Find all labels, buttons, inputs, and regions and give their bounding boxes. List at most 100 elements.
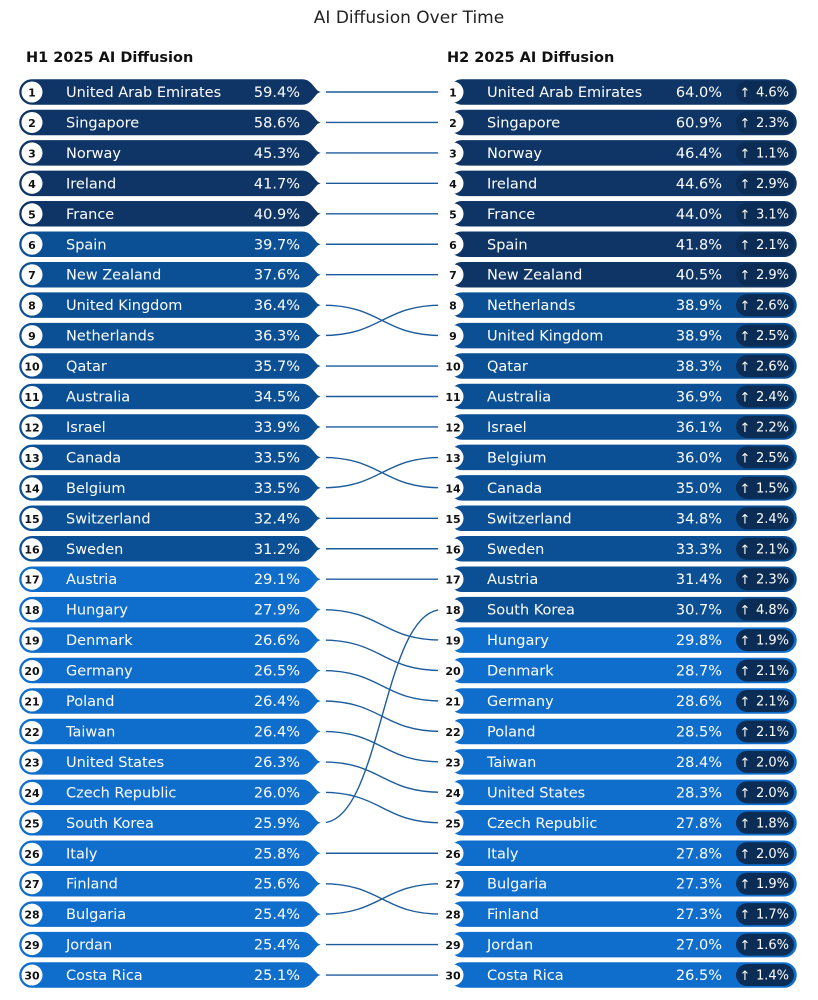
value-label: 25.1%: [254, 968, 300, 984]
rank-circle: [442, 446, 464, 468]
change-value: 2.1%: [756, 725, 789, 740]
change-value: 2.4%: [756, 512, 789, 527]
country-name: Qatar: [487, 359, 528, 375]
right-row: 19 Hungary 29.8% ↑ 1.9%: [437, 625, 799, 655]
right-row: 26 Italy 27.8% ↑ 2.0%: [437, 839, 799, 868]
change-badge: [736, 476, 794, 499]
value-label: 38.9%: [676, 298, 722, 314]
rank-number: 3: [449, 147, 457, 160]
arrow-up-icon: ↑: [740, 725, 751, 740]
left-row: 9 Netherlands 36.3%: [17, 321, 327, 350]
value-label: 26.6%: [254, 633, 300, 649]
country-name: Bulgaria: [487, 877, 547, 893]
country-name: Netherlands: [66, 329, 154, 345]
rank-number: 9: [449, 330, 457, 343]
left-row: 18 Hungary 27.9%: [17, 595, 327, 624]
value-label: 58.6%: [254, 115, 300, 131]
rank-number: 26: [445, 848, 461, 861]
country-name: Finland: [66, 877, 118, 893]
value-label: 27.8%: [676, 816, 722, 832]
rank-number: 21: [445, 696, 460, 709]
right-row: 17 Austria 31.4% ↑ 2.3%: [437, 564, 799, 594]
country-name: Australia: [66, 390, 130, 406]
right-row: 7 New Zealand 40.5% ↑ 2.9%: [437, 260, 799, 289]
arrow-up-icon: ↑: [740, 86, 751, 101]
value-label: 29.1%: [254, 572, 300, 588]
arrow-up-icon: ↑: [740, 512, 751, 527]
left-row: 20 Germany 26.5%: [17, 656, 327, 685]
rank-number: 4: [449, 178, 457, 191]
rank-circle: [21, 690, 43, 712]
left-column-title: H1 2025 AI Diffusion: [26, 50, 194, 66]
change-badge: [736, 842, 794, 865]
change-value: 1.7%: [756, 908, 789, 923]
arrow-up-icon: ↑: [740, 969, 751, 984]
rank-circle: [21, 781, 43, 803]
change-value: 1.9%: [756, 877, 789, 892]
right-row: 4 Ireland 44.6% ↑ 2.9%: [437, 169, 799, 198]
change-value: 1.4%: [756, 969, 789, 984]
right-row: 8 Netherlands 38.9% ↑ 2.6%: [437, 290, 799, 320]
country-name: Denmark: [487, 664, 554, 680]
value-label: 32.4%: [254, 511, 300, 527]
value-label: 25.4%: [254, 907, 300, 923]
rank-circle: [21, 416, 43, 438]
country-name: Switzerland: [66, 511, 151, 527]
right-row: 12 Israel 36.1% ↑ 2.2%: [437, 412, 799, 442]
change-badge: [736, 141, 794, 164]
arrow-up-icon: ↑: [740, 634, 751, 649]
right-row: 6 Spain 41.8% ↑ 2.1%: [437, 230, 799, 259]
row-bar: [17, 869, 327, 898]
left-row: 8 United Kingdom 36.4%: [17, 290, 327, 320]
arrow-up-icon: ↑: [740, 695, 751, 710]
row-bar: [17, 564, 327, 594]
rank-number: 9: [28, 330, 36, 343]
country-name: United Kingdom: [487, 329, 603, 345]
change-badge: [736, 507, 794, 530]
rank-number: 6: [449, 239, 457, 252]
arrow-up-icon: ↑: [740, 177, 751, 192]
rank-number: 17: [24, 574, 39, 587]
value-label: 27.8%: [676, 846, 722, 862]
change-value: 2.0%: [756, 847, 789, 862]
rank-circle: [442, 538, 464, 560]
value-label: 25.4%: [254, 938, 300, 954]
row-bar: [17, 747, 327, 777]
rank-circle: [21, 446, 43, 468]
change-value: 2.0%: [756, 786, 789, 801]
value-label: 27.0%: [676, 938, 722, 954]
row-bar: [17, 595, 327, 624]
change-badge: [736, 933, 794, 956]
left-row: 17 Austria 29.1%: [17, 564, 327, 594]
rank-circle: [442, 203, 464, 225]
rank-number: 30: [445, 970, 461, 983]
rank-circle: [21, 111, 43, 133]
value-label: 45.3%: [254, 146, 300, 162]
rank-circle: [442, 355, 464, 377]
arrow-up-icon: ↑: [740, 330, 751, 345]
arrow-up-icon: ↑: [740, 299, 751, 314]
value-label: 44.6%: [676, 176, 722, 192]
rank-circle: [442, 172, 464, 194]
change-value: 2.9%: [756, 177, 789, 192]
rank-number: 11: [24, 391, 39, 404]
right-row: 13 Belgium 36.0% ↑ 2.5%: [437, 443, 799, 472]
change-value: 1.9%: [756, 634, 789, 649]
country-name: Belgium: [487, 450, 546, 466]
rank-number: 13: [445, 452, 460, 465]
value-label: 33.9%: [254, 420, 300, 436]
rank-circle: [21, 903, 43, 925]
left-row: 6 Spain 39.7%: [17, 230, 327, 259]
left-row: 27 Finland 25.6%: [17, 869, 327, 898]
value-label: 25.9%: [254, 816, 300, 832]
rank-number: 20: [445, 665, 461, 678]
country-name: Qatar: [66, 359, 107, 375]
rank-circle: [21, 81, 43, 103]
right-row: 20 Denmark 28.7% ↑ 2.1%: [437, 656, 799, 685]
rank-circle: [21, 660, 43, 682]
row-bar: [17, 77, 327, 107]
value-label: 27.3%: [676, 877, 722, 893]
country-name: United Arab Emirates: [66, 85, 221, 101]
country-name: Canada: [66, 450, 121, 466]
country-name: Taiwan: [65, 724, 115, 740]
